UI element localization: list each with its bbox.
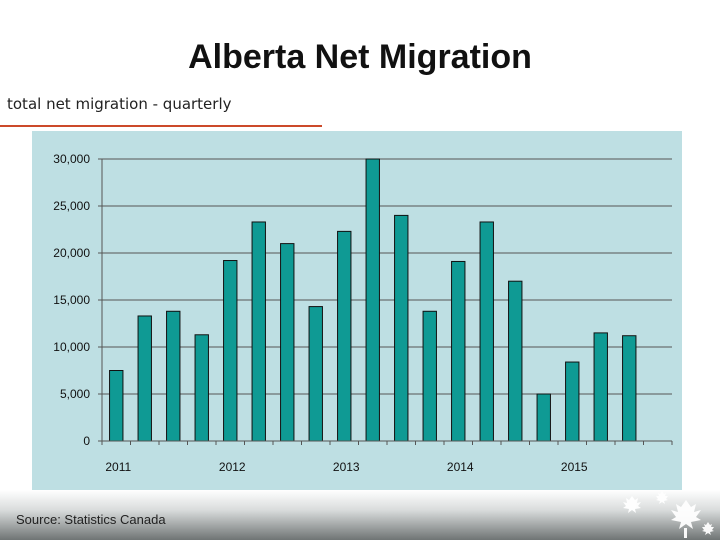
bar <box>109 370 124 442</box>
y-tick-label: 20,000 <box>53 246 90 260</box>
bar <box>593 332 608 442</box>
y-tick-label: 0 <box>83 434 90 448</box>
slide-subtitle: total net migration - quarterly <box>7 95 232 113</box>
chart-container: 0 5,000 10,000 15,000 20,000 25,000 30,000 201… <box>32 131 682 493</box>
bar <box>479 221 494 442</box>
bar <box>422 310 437 442</box>
bar <box>223 260 238 442</box>
bar <box>536 393 551 442</box>
bar <box>337 230 352 442</box>
footer-band <box>0 490 720 540</box>
maple-leaf-icon <box>623 491 714 538</box>
x-tick-label: 2011 <box>105 460 131 474</box>
bar <box>365 158 380 442</box>
bar <box>622 335 637 442</box>
bar <box>565 361 580 442</box>
y-tick-label: 10,000 <box>53 340 90 354</box>
y-axis-ticks: 0 5,000 10,000 15,000 20,000 25,000 30,000 <box>53 152 102 448</box>
x-tick-label: 2015 <box>561 460 588 474</box>
bars <box>109 158 637 442</box>
bar <box>194 334 209 442</box>
chart-background <box>32 131 682 493</box>
y-tick-label: 25,000 <box>53 199 90 213</box>
x-tick-label: 2012 <box>219 460 246 474</box>
bar <box>166 310 181 442</box>
bar <box>308 306 323 442</box>
source-note: Source: Statistics Canada <box>16 512 166 527</box>
bar-chart: 0 5,000 10,000 15,000 20,000 25,000 30,000 201… <box>32 131 682 493</box>
y-tick-label: 15,000 <box>53 293 90 307</box>
bar <box>137 315 152 442</box>
bar <box>280 243 295 442</box>
x-tick-label: 2014 <box>447 460 474 474</box>
x-tick-label: 2013 <box>333 460 360 474</box>
bar <box>251 221 266 442</box>
bar <box>394 214 409 442</box>
subtitle-underline <box>0 125 322 127</box>
bar <box>451 260 466 442</box>
x-axis-ticks: 2011 2012 2013 2014 2015 <box>101 441 673 474</box>
slide-title: Alberta Net Migration <box>188 38 532 76</box>
y-tick-label: 5,000 <box>60 387 90 401</box>
bar <box>508 280 523 442</box>
y-tick-label: 30,000 <box>53 152 90 166</box>
